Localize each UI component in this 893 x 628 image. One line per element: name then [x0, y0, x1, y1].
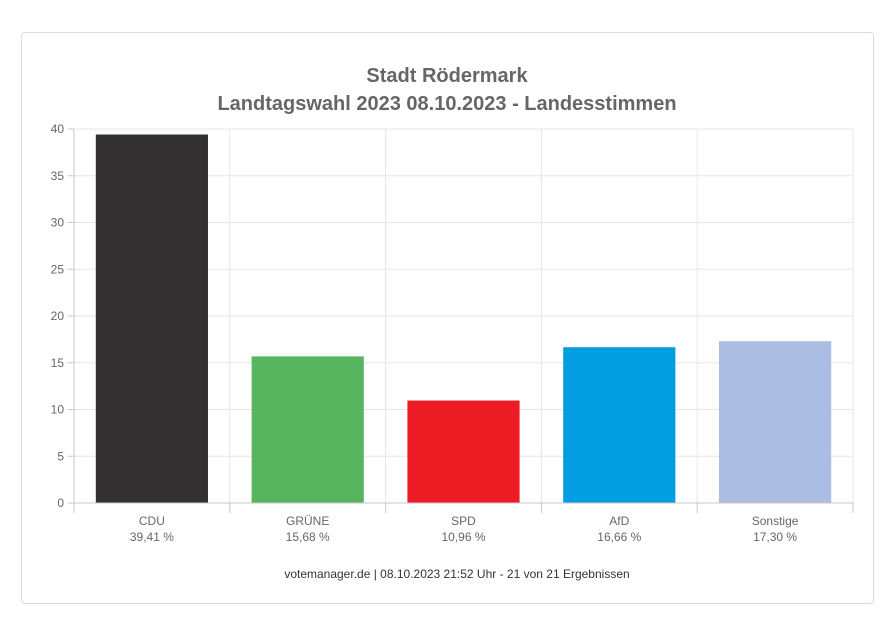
x-value-label: 15,68 % — [286, 530, 330, 544]
y-tick-label: 15 — [51, 356, 65, 370]
y-tick-label: 10 — [51, 403, 65, 417]
y-tick-label: 35 — [51, 169, 65, 183]
x-value-label: 10,96 % — [441, 530, 485, 544]
y-tick-label: 40 — [51, 122, 65, 136]
x-category-label: GRÜNE — [286, 514, 329, 528]
bar-sonstige[interactable] — [719, 341, 832, 503]
y-tick-label: 20 — [51, 309, 65, 323]
x-category-label: Sonstige — [752, 514, 799, 528]
bar-afd[interactable] — [563, 347, 676, 503]
x-axis: CDU 39,41 % GRÜNE 15,68 % SPD 10,96 % AfD 16,66… — [73, 502, 854, 544]
bar-gr-ne[interactable] — [251, 356, 364, 503]
bar-cdu[interactable] — [95, 134, 208, 504]
bar-spd[interactable] — [407, 400, 520, 503]
y-tick-label: 30 — [51, 216, 65, 230]
x-category-label: CDU — [139, 514, 165, 528]
x-category-label: SPD — [451, 514, 476, 528]
x-value-label: 39,41 % — [130, 530, 174, 544]
bars — [95, 134, 832, 504]
chart-title: Stadt Rödermark — [366, 65, 528, 87]
y-tick-label: 25 — [51, 262, 65, 276]
y-axis: 0 5 10 15 20 25 30 35 40 — [51, 122, 75, 510]
x-value-label: 17,30 % — [753, 530, 797, 544]
x-value-label: 16,66 % — [597, 530, 641, 544]
y-tick-label: 5 — [57, 449, 64, 463]
chart-subtitle: Landtagswahl 2023 08.10.2023 - Landessti… — [217, 93, 676, 115]
chart-footer: votemanager.de | 08.10.2023 21:52 Uhr - … — [284, 567, 629, 581]
y-tick-label: 0 — [57, 496, 64, 510]
x-category-label: AfD — [609, 514, 629, 528]
